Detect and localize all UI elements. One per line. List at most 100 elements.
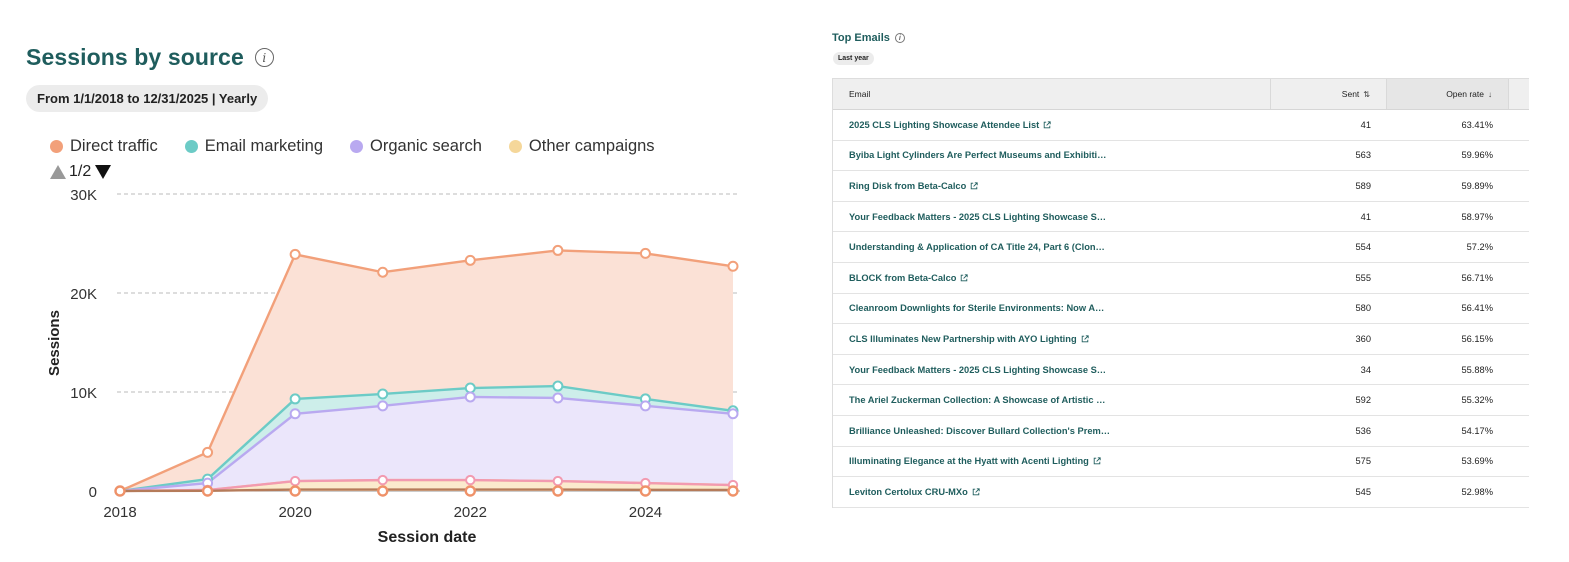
column-header-email[interactable]: Email xyxy=(833,79,1271,109)
column-header-open-rate[interactable]: Open rate ↓ xyxy=(1387,79,1509,109)
sort-descending-icon[interactable]: ↓ xyxy=(1488,89,1492,99)
data-point xyxy=(289,475,301,487)
data-point xyxy=(289,485,301,497)
external-link-icon[interactable] xyxy=(1081,335,1089,343)
period-badge: Last year xyxy=(833,52,874,65)
column-header-spacer xyxy=(1509,79,1529,109)
email-cell[interactable]: BLOCK from Beta-Calco xyxy=(833,273,1271,283)
series-area-3 xyxy=(120,480,733,491)
top-emails-title-row: Top Emails i xyxy=(832,32,905,44)
series-line xyxy=(119,488,734,493)
pager-down-icon[interactable] xyxy=(95,165,112,179)
data-point xyxy=(464,254,476,266)
sessions-by-source-panel: Sessions by source i From 1/1/2018 to 12… xyxy=(26,44,740,546)
y-tick-label: 10K xyxy=(70,385,97,402)
info-icon[interactable]: i xyxy=(254,48,274,67)
table-row[interactable]: Byiba Light Cylinders Are Perfect Museum… xyxy=(833,141,1529,172)
email-cell[interactable]: 2025 CLS Lighting Showcase Attendee List xyxy=(833,120,1271,130)
series-area-2 xyxy=(120,396,733,491)
email-name[interactable]: CLS Illuminates New Partnership with AYO… xyxy=(849,333,1077,344)
email-name[interactable]: Leviton Certolux CRU-MXo xyxy=(849,486,968,497)
table-row[interactable]: BLOCK from Beta-Calco 555 56.71% xyxy=(833,263,1529,294)
data-point xyxy=(377,485,389,497)
legend-item[interactable]: Other campaigns xyxy=(508,137,655,156)
email-name[interactable]: Cleanroom Downlights for Sterile Environ… xyxy=(849,303,1105,314)
email-cell[interactable]: Illuminating Elegance at the Hyatt with … xyxy=(833,456,1271,466)
table-row[interactable]: CLS Illuminates New Partnership with AYO… xyxy=(833,324,1529,355)
table-row[interactable]: Understanding & Application of CA Title … xyxy=(833,232,1529,263)
external-link-icon[interactable] xyxy=(970,182,978,190)
email-cell[interactable]: Your Feedback Matters - 2025 CLS Lightin… xyxy=(833,212,1271,222)
email-name[interactable]: Brilliance Unleashed: Discover Bullard C… xyxy=(849,425,1111,436)
sent-cell: 545 xyxy=(1355,486,1371,497)
top-emails-title: Top Emails xyxy=(832,32,890,44)
email-cell[interactable]: Your Feedback Matters - 2025 CLS Lightin… xyxy=(833,365,1271,375)
legend-item[interactable]: Direct traffic xyxy=(50,137,158,156)
external-link-icon[interactable] xyxy=(960,274,969,282)
date-range-pill[interactable]: From 1/1/2018 to 12/31/2025 | Yearly xyxy=(26,85,269,112)
table-row[interactable]: Your Feedback Matters - 2025 CLS Lightin… xyxy=(833,202,1529,233)
open-rate-cell: 56.71% xyxy=(1461,272,1493,283)
table-row[interactable]: 2025 CLS Lighting Showcase Attendee List… xyxy=(833,110,1529,141)
email-cell[interactable]: Understanding & Application of CA Title … xyxy=(833,242,1271,252)
email-name[interactable]: Ring Disk from Beta-Calco xyxy=(849,180,967,191)
data-point xyxy=(552,380,564,392)
info-icon[interactable]: i xyxy=(894,33,905,43)
sent-cell: 536 xyxy=(1355,425,1371,436)
email-name[interactable]: Illuminating Elegance at the Hyatt with … xyxy=(849,456,1089,467)
open-rate-cell: 63.41% xyxy=(1461,119,1493,130)
data-point xyxy=(289,248,301,260)
column-header-sent[interactable]: Sent ⇅ xyxy=(1271,79,1387,109)
table-row[interactable]: Ring Disk from Beta-Calco 589 59.89% xyxy=(833,171,1529,202)
table-row[interactable]: Your Feedback Matters - 2025 CLS Lightin… xyxy=(833,355,1529,386)
email-cell[interactable]: CLS Illuminates New Partnership with AYO… xyxy=(833,334,1271,344)
data-point xyxy=(464,485,476,497)
data-point xyxy=(639,400,651,412)
open-rate-cell: 58.97% xyxy=(1461,211,1493,222)
table-row[interactable]: Leviton Certolux CRU-MXo 545 52.98% xyxy=(833,477,1529,508)
data-point xyxy=(464,382,476,394)
data-point xyxy=(552,485,564,497)
data-point xyxy=(552,475,564,487)
table-row[interactable]: Cleanroom Downlights for Sterile Environ… xyxy=(833,294,1529,325)
x-tick-label: 2018 xyxy=(103,504,136,521)
email-name[interactable]: The Ariel Zuckerman Collection: A Showca… xyxy=(849,395,1106,406)
table-row[interactable]: The Ariel Zuckerman Collection: A Showca… xyxy=(833,385,1529,416)
legend-item[interactable]: Email marketing xyxy=(184,137,323,156)
pager-up-icon[interactable] xyxy=(50,165,66,179)
chart-legend: Direct traffic Email marketing Organic sea… xyxy=(50,137,682,156)
email-name[interactable]: Understanding & Application of CA Title … xyxy=(849,242,1105,253)
open-rate-cell: 57.2% xyxy=(1466,242,1493,253)
legend-item[interactable]: Organic search xyxy=(350,137,482,156)
email-name[interactable]: Byiba Light Cylinders Are Perfect Museum… xyxy=(849,150,1107,161)
data-point xyxy=(377,266,389,278)
data-point xyxy=(465,474,476,486)
external-link-icon[interactable] xyxy=(1043,121,1051,129)
email-name[interactable]: BLOCK from Beta-Calco xyxy=(849,272,957,283)
email-name[interactable]: 2025 CLS Lighting Showcase Attendee List xyxy=(849,119,1040,130)
y-axis-title: Sessions xyxy=(46,310,63,376)
email-cell[interactable]: Ring Disk from Beta-Calco xyxy=(833,181,1271,191)
legend-dot-icon xyxy=(508,140,522,153)
email-cell[interactable]: Byiba Light Cylinders Are Perfect Museum… xyxy=(833,150,1271,160)
data-point xyxy=(639,485,652,497)
legend-label: Organic search xyxy=(370,137,482,155)
data-point xyxy=(552,392,564,404)
email-name[interactable]: Your Feedback Matters - 2025 CLS Lightin… xyxy=(849,211,1107,222)
email-cell[interactable]: Leviton Certolux CRU-MXo xyxy=(833,487,1271,497)
x-axis-title: Session date xyxy=(378,529,477,546)
email-cell[interactable]: Cleanroom Downlights for Sterile Environ… xyxy=(833,303,1271,313)
legend-pager: 1/2 xyxy=(50,163,112,181)
email-cell[interactable]: Brilliance Unleashed: Discover Bullard C… xyxy=(833,426,1271,436)
table-row[interactable]: Illuminating Elegance at the Hyatt with … xyxy=(833,447,1529,478)
table-row[interactable]: Brilliance Unleashed: Discover Bullard C… xyxy=(833,416,1529,447)
sort-both-icon[interactable]: ⇅ xyxy=(1363,89,1370,99)
sessions-title: Sessions by source xyxy=(26,44,244,70)
x-tick-label: 2020 xyxy=(278,504,311,521)
email-cell[interactable]: The Ariel Zuckerman Collection: A Showca… xyxy=(833,395,1271,405)
email-name[interactable]: Your Feedback Matters - 2025 CLS Lightin… xyxy=(849,364,1107,375)
pager-label: 1/2 xyxy=(69,163,92,180)
sent-cell: 580 xyxy=(1355,303,1371,314)
external-link-icon[interactable] xyxy=(1093,457,1101,465)
external-link-icon[interactable] xyxy=(972,488,980,496)
